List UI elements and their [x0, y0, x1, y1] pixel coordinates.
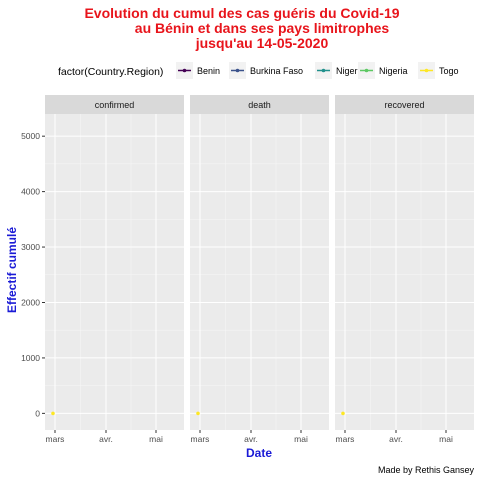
panel-background — [190, 114, 329, 430]
y-tick-label: 1000 — [21, 353, 40, 363]
legend: factor(Country.Region) Benin Burkina Faso… — [58, 62, 459, 79]
series-togo-recovered — [341, 411, 345, 416]
facet-strip — [190, 95, 329, 114]
legend-entry: Togo — [418, 62, 459, 79]
legend-entry-label: Niger — [336, 66, 358, 76]
legend-key-point — [321, 68, 326, 73]
x-tick-label: avr. — [244, 434, 258, 444]
chart-title-line-3: jusqu'au 14-05-2020 — [195, 35, 329, 51]
series-togo-confirmed — [51, 411, 55, 416]
facet-panel-confirmed: confirmed mars avr. mai — [45, 95, 184, 444]
y-axis: 0 1000 2000 3000 4000 5000 — [21, 131, 45, 418]
legend-entry-label: Nigeria — [379, 66, 408, 76]
chart-title-line-2: au Bénin et dans ses pays limitrophes — [135, 20, 390, 36]
chart-caption: Made by Rethis Gansey — [378, 465, 475, 475]
y-tick-label: 0 — [35, 408, 40, 418]
facet-panel-death: death mars avr. mai — [190, 95, 329, 444]
x-tick-label: avr. — [389, 434, 403, 444]
legend-entry-label: Benin — [197, 66, 220, 76]
facet-strip — [45, 95, 184, 114]
x-tick-label: mai — [149, 434, 163, 444]
chart-title: Evolution du cumul des cas guéris du Cov… — [84, 5, 399, 51]
data-point — [196, 411, 200, 416]
legend-key-point — [424, 68, 429, 73]
y-axis-label: Effectif cumulé — [5, 227, 19, 313]
legend-entry-label: Togo — [439, 66, 459, 76]
series-togo-death — [196, 411, 200, 416]
x-tick-label: avr. — [99, 434, 113, 444]
x-tick-label: mai — [294, 434, 308, 444]
x-axis-label: Date — [246, 446, 272, 460]
panel-background — [45, 114, 184, 430]
facet-strip-label: confirmed — [95, 100, 135, 110]
y-tick-label: 3000 — [21, 242, 40, 252]
facet-strip — [335, 95, 474, 114]
legend-key-point — [182, 68, 187, 73]
legend-entry: Nigeria — [358, 62, 408, 79]
facet-strip-label: death — [248, 100, 271, 110]
legend-key-point — [364, 68, 369, 73]
data-point — [51, 411, 55, 416]
legend-entry: Niger — [315, 62, 358, 79]
data-point — [341, 411, 345, 416]
facet-strip-label: recovered — [384, 100, 424, 110]
legend-entry: Burkina Faso — [229, 62, 303, 79]
legend-key-point — [235, 68, 240, 73]
y-tick-label: 5000 — [21, 131, 40, 141]
facet-panel-recovered: recovered mars avr. mai — [335, 95, 474, 444]
panel-background — [335, 114, 474, 430]
x-tick-label: mars — [191, 434, 210, 444]
y-tick-label: 4000 — [21, 187, 40, 197]
x-tick-label: mai — [439, 434, 453, 444]
legend-title: factor(Country.Region) — [58, 66, 163, 78]
legend-entry: Benin — [176, 62, 220, 79]
x-tick-label: mars — [336, 434, 355, 444]
legend-entry-label: Burkina Faso — [250, 66, 303, 76]
y-tick-label: 2000 — [21, 297, 40, 307]
x-tick-label: mars — [46, 434, 65, 444]
chart-title-line-1: Evolution du cumul des cas guéris du Cov… — [84, 5, 399, 21]
